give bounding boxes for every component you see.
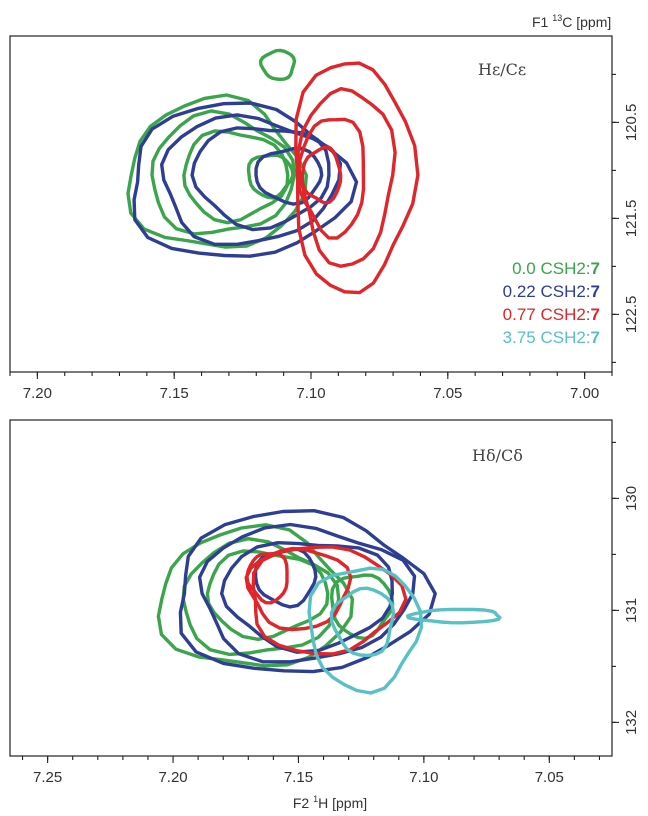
series-2 xyxy=(244,545,408,656)
legend-entry: 3.75 CSH2:7 xyxy=(503,328,600,347)
contour-line xyxy=(132,101,359,258)
series-2 xyxy=(294,61,420,295)
x-ticks: 7.25 7.20 7.15 7.10 7.05 xyxy=(21,756,601,786)
bottom-x-axis-label: F2 1H [ppm] xyxy=(293,794,367,811)
contours xyxy=(156,509,502,695)
contour-line xyxy=(178,509,437,674)
y-tick-label: 131 xyxy=(623,598,640,623)
contour-line xyxy=(244,546,353,632)
x-label-f2: F2 xyxy=(293,795,313,811)
contours xyxy=(126,48,420,295)
x-tick-label: 7.15 xyxy=(284,769,313,786)
contour-line xyxy=(294,61,420,295)
legend-text: CSH2: xyxy=(536,282,591,301)
plot-frame xyxy=(9,419,613,757)
legend-bold: 7 xyxy=(591,282,600,301)
contour-line xyxy=(329,586,396,658)
x-tick-label: 7.10 xyxy=(296,385,325,402)
legend-entry: 0.0 CSH2:7 xyxy=(512,259,600,278)
legend-text: CSH2: xyxy=(536,259,591,278)
legend-conc: 3.75 xyxy=(503,328,536,347)
legend-conc: 0.22 xyxy=(503,282,536,301)
contour-line xyxy=(296,117,366,240)
legend: 0.0 CSH2:70.22 CSH2:70.77 CSH2:73.75 CSH… xyxy=(503,259,600,347)
series-1 xyxy=(178,509,437,674)
legend-conc: 0.77 xyxy=(503,305,536,324)
y-tick-label: 132 xyxy=(623,710,640,735)
contour-line xyxy=(246,153,295,200)
contour-line xyxy=(405,607,502,625)
legend-bold: 7 xyxy=(591,305,600,324)
contour-line xyxy=(300,145,343,205)
y-tick-label: 130 xyxy=(623,486,640,511)
legend-text: CSH2: xyxy=(536,305,591,324)
contour-line xyxy=(245,552,289,605)
contour-line xyxy=(197,522,417,664)
y-tick-label: 121.5 xyxy=(623,200,640,238)
legend-entry: 0.77 CSH2:7 xyxy=(503,305,600,324)
x-tick-label: 7.25 xyxy=(33,769,62,786)
contour-line xyxy=(205,549,330,641)
x-tick-label: 7.05 xyxy=(535,769,564,786)
y-label-13: 13 xyxy=(552,13,562,23)
legend-text: CSH2: xyxy=(536,328,591,347)
panel-annotation: Hε/Cε xyxy=(478,60,526,79)
y-label-c: C [ppm] xyxy=(562,14,611,30)
contour-line xyxy=(182,129,290,225)
contour-line xyxy=(258,48,297,81)
x-label-1: 1 xyxy=(313,794,318,804)
panels: 7.20 7.15 7.10 7.05 7.00 120.5 121.5 122.5 Hε/Cε… xyxy=(9,35,640,786)
x-tick-label: 7.10 xyxy=(409,769,438,786)
panel-top: 7.20 7.15 7.10 7.05 7.00 120.5 121.5 122.5 Hε/Cε… xyxy=(9,35,640,402)
x-tick-label: 7.15 xyxy=(160,385,189,402)
x-tick-label: 7.00 xyxy=(570,385,599,402)
series-0 xyxy=(126,48,308,249)
x-tick-label: 7.20 xyxy=(23,385,52,402)
y-tick-label: 122.5 xyxy=(623,296,640,334)
x-label-h: H [ppm] xyxy=(318,795,367,811)
panel-bottom: 7.25 7.20 7.15 7.10 7.05 130 131 132 Hδ/Cδ xyxy=(9,419,640,786)
contour-line xyxy=(253,547,318,609)
x-ticks: 7.20 7.15 7.10 7.05 7.00 xyxy=(9,372,613,402)
series-3 xyxy=(307,566,502,695)
legend-conc: 0.0 xyxy=(512,259,536,278)
y-ticks: 130 131 132 xyxy=(612,441,640,735)
contour-line xyxy=(307,566,424,695)
legend-bold: 7 xyxy=(591,259,600,278)
y-tick-label: 120.5 xyxy=(623,104,640,142)
x-tick-label: 7.05 xyxy=(433,385,462,402)
y-ticks: 120.5 121.5 122.5 xyxy=(612,73,640,363)
y-label-f1: F1 xyxy=(532,14,552,30)
legend-bold: 7 xyxy=(591,328,600,347)
contour-line xyxy=(296,87,397,268)
top-y-axis-label: F1 13C [ppm] xyxy=(532,13,611,30)
x-tick-label: 7.20 xyxy=(158,769,187,786)
contour-line xyxy=(220,541,394,654)
panel-annotation: Hδ/Cδ xyxy=(472,446,523,465)
legend-entry: 0.22 CSH2:7 xyxy=(503,282,600,301)
